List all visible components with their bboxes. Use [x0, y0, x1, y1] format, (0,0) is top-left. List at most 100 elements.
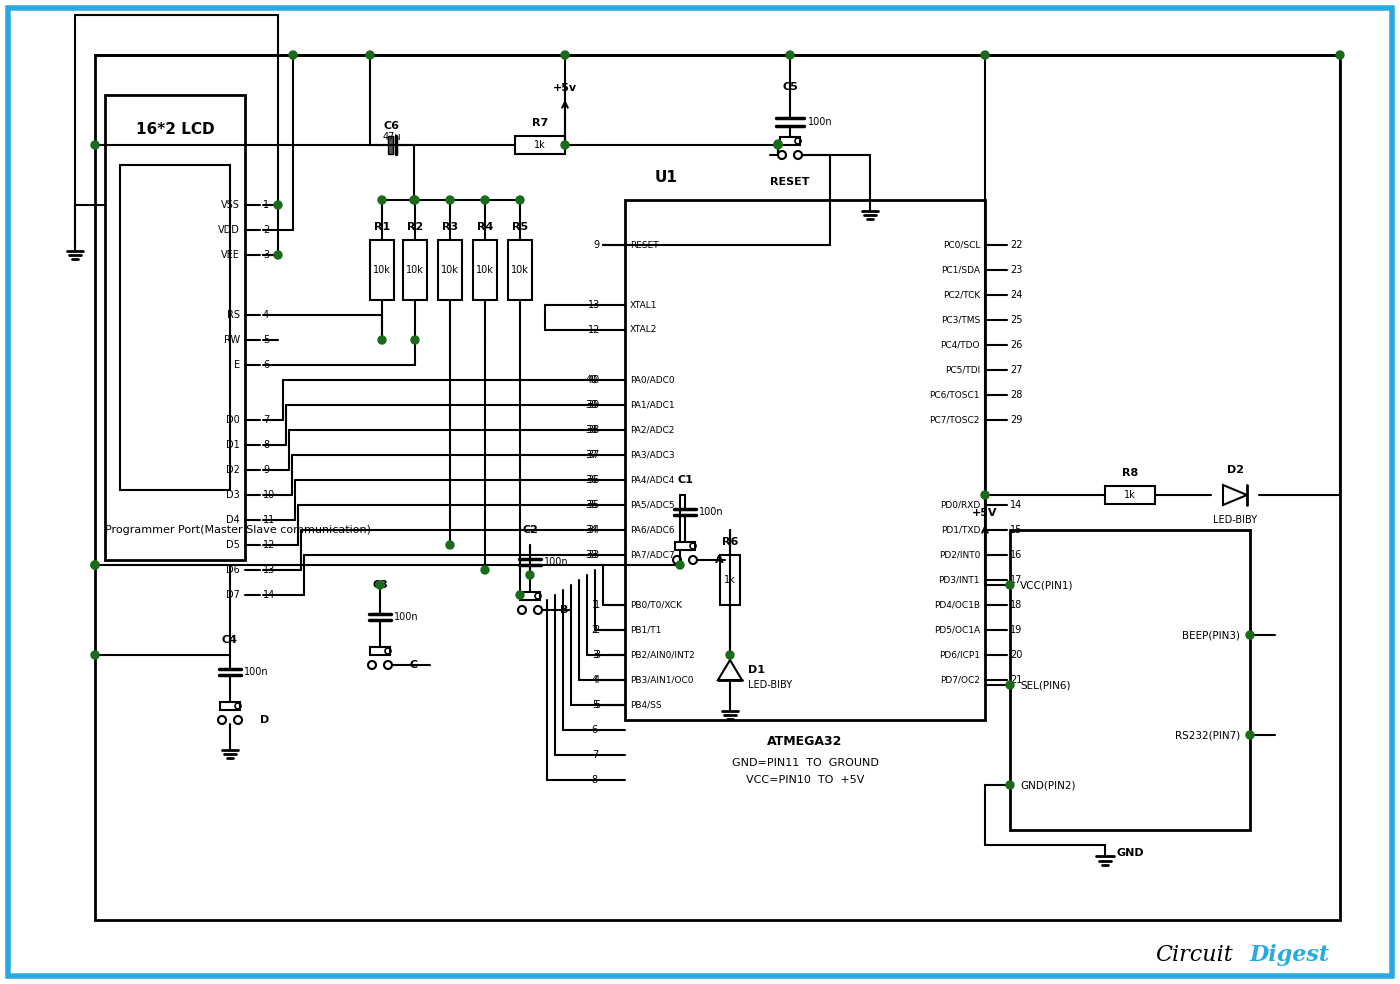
Circle shape	[561, 141, 568, 149]
Text: 6: 6	[263, 360, 269, 370]
Text: 24: 24	[1009, 290, 1022, 300]
Text: 39: 39	[585, 400, 598, 410]
Circle shape	[378, 336, 386, 344]
Text: 1: 1	[594, 600, 601, 610]
Text: 7: 7	[263, 415, 269, 425]
Circle shape	[288, 51, 297, 59]
Bar	[720, 555, 741, 605]
Text: D7: D7	[227, 590, 239, 600]
Text: VDD: VDD	[218, 225, 239, 235]
Text: 34: 34	[588, 525, 601, 535]
Text: PB2/AIN0/INT2: PB2/AIN0/INT2	[630, 650, 694, 659]
Text: 47u: 47u	[382, 132, 402, 142]
Text: 14: 14	[1009, 500, 1022, 510]
Text: GND: GND	[1116, 848, 1144, 858]
Text: 40: 40	[585, 375, 598, 385]
Text: PC3/TMS: PC3/TMS	[941, 316, 980, 325]
Bar	[675, 542, 694, 550]
Text: PC4/TDO: PC4/TDO	[941, 340, 980, 349]
Text: ATMEGA32: ATMEGA32	[767, 735, 843, 748]
Text: PC2/TCK: PC2/TCK	[942, 290, 980, 299]
Text: Circuit: Circuit	[1155, 944, 1233, 966]
Text: C4: C4	[223, 635, 238, 645]
Text: RESET: RESET	[770, 177, 809, 187]
Circle shape	[1336, 51, 1344, 59]
Text: 10: 10	[263, 490, 276, 500]
Circle shape	[785, 51, 794, 59]
Text: LED-BIBY: LED-BIBY	[748, 680, 792, 690]
Circle shape	[378, 196, 386, 204]
Circle shape	[1007, 581, 1014, 589]
Bar	[388, 136, 393, 154]
Text: PB4/SS: PB4/SS	[630, 701, 662, 709]
Circle shape	[676, 561, 685, 569]
Text: 18: 18	[1009, 600, 1022, 610]
Bar	[220, 702, 239, 710]
Text: C3: C3	[372, 580, 388, 590]
Text: PA0/ADC0: PA0/ADC0	[630, 376, 675, 385]
Text: D4: D4	[227, 515, 239, 525]
Text: 28: 28	[1009, 390, 1022, 400]
Text: 33: 33	[585, 550, 598, 560]
Text: VCC(PIN1): VCC(PIN1)	[1021, 580, 1074, 590]
Text: R2: R2	[407, 222, 423, 232]
Text: GND(PIN2): GND(PIN2)	[1021, 780, 1075, 790]
Text: PA3/ADC3: PA3/ADC3	[630, 451, 675, 460]
Text: PD6/ICP1: PD6/ICP1	[939, 650, 980, 659]
Text: 100n: 100n	[244, 667, 269, 677]
Text: 2: 2	[592, 625, 598, 635]
Text: PB3/AIN1/OC0: PB3/AIN1/OC0	[630, 675, 693, 685]
Text: SEL(PIN6): SEL(PIN6)	[1021, 680, 1071, 690]
Text: Digest: Digest	[1250, 944, 1330, 966]
Bar	[624, 200, 986, 720]
Circle shape	[1007, 781, 1014, 789]
Text: D1: D1	[748, 665, 764, 675]
Circle shape	[981, 51, 988, 59]
Text: 20: 20	[1009, 650, 1022, 660]
Text: D6: D6	[227, 565, 239, 575]
Bar	[95, 55, 1340, 920]
Text: 33: 33	[588, 550, 601, 560]
Text: PD4/OC1B: PD4/OC1B	[934, 600, 980, 609]
Text: 2: 2	[594, 625, 601, 635]
Text: 9: 9	[263, 465, 269, 475]
Text: 100n: 100n	[393, 612, 419, 622]
Text: R8: R8	[1121, 468, 1138, 478]
Text: 10k: 10k	[476, 265, 494, 275]
Bar	[1105, 486, 1155, 504]
Circle shape	[91, 561, 99, 569]
Text: 34: 34	[585, 525, 598, 535]
Text: 12: 12	[263, 540, 276, 550]
Text: C: C	[410, 660, 419, 670]
Text: R1: R1	[374, 222, 391, 232]
Text: 14: 14	[263, 590, 276, 600]
Text: RW: RW	[224, 335, 239, 345]
Text: B: B	[560, 605, 568, 615]
Text: R7: R7	[532, 118, 549, 128]
Text: 38: 38	[588, 425, 601, 435]
Text: PC7/TOSC2: PC7/TOSC2	[930, 415, 980, 424]
Circle shape	[1246, 731, 1254, 739]
Text: 5: 5	[594, 700, 601, 710]
Text: C2: C2	[522, 525, 538, 535]
Text: 4: 4	[592, 675, 598, 685]
Text: R4: R4	[477, 222, 493, 232]
Text: 100n: 100n	[545, 557, 568, 567]
Text: PD5/OC1A: PD5/OC1A	[934, 626, 980, 635]
Text: 13: 13	[263, 565, 276, 575]
Text: LED-BIBY: LED-BIBY	[1212, 515, 1257, 525]
Text: 5: 5	[263, 335, 269, 345]
Text: +5v: +5v	[553, 83, 577, 93]
Text: 12: 12	[588, 325, 601, 335]
Circle shape	[447, 541, 454, 549]
Text: 9: 9	[594, 240, 601, 250]
Circle shape	[274, 201, 281, 209]
Circle shape	[774, 141, 783, 149]
Text: 8: 8	[263, 440, 269, 450]
Text: 37: 37	[588, 450, 601, 460]
Circle shape	[91, 651, 99, 659]
Text: A: A	[715, 555, 724, 565]
Circle shape	[1007, 681, 1014, 689]
Text: VSS: VSS	[221, 200, 239, 210]
Text: 15: 15	[1009, 525, 1022, 535]
